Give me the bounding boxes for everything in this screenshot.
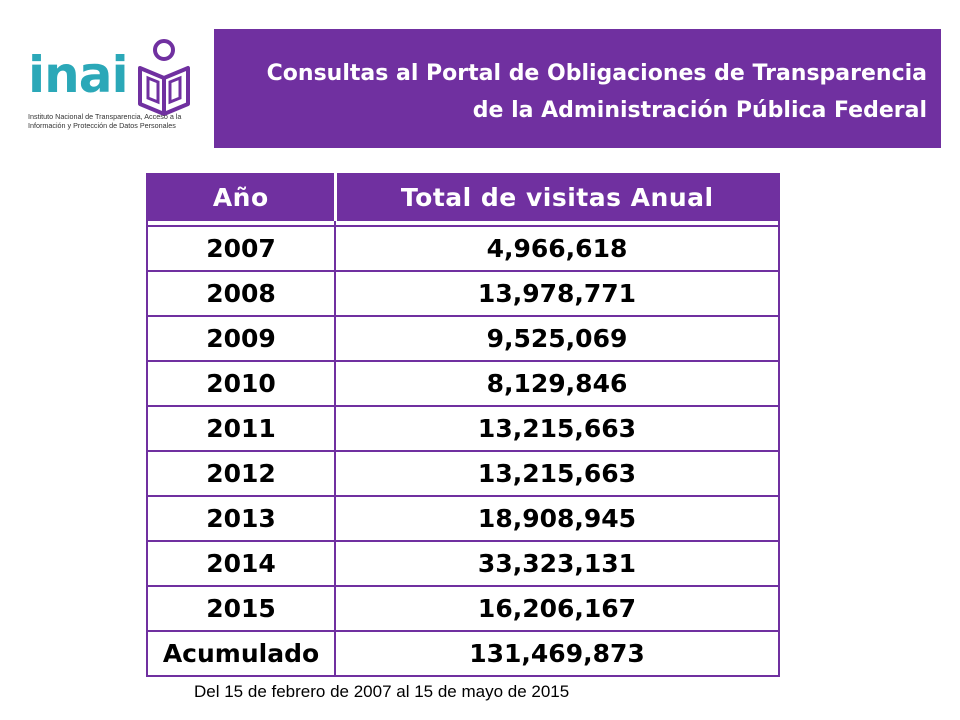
logo-caption-line: Instituto Nacional de Transparencia, Acc… — [28, 112, 182, 121]
table-header-row: Año Total de visitas Anual — [146, 173, 780, 221]
year-cell: 2014 — [146, 540, 336, 587]
table-body: 2007 4,966,618 2008 13,978,771 2009 9,52… — [146, 220, 780, 677]
table-total-row: Acumulado 131,469,873 — [146, 630, 780, 677]
table-row: 2013 18,908,945 — [146, 495, 780, 542]
table-row: 2009 9,525,069 — [146, 315, 780, 362]
page-title-line1: Consultas al Portal de Obligaciones de T… — [266, 61, 927, 86]
date-range-footnote: Del 15 de febrero de 2007 al 15 de mayo … — [194, 682, 570, 701]
visits-cell: 4,966,618 — [334, 225, 780, 272]
inai-logo: inai Instituto Nacional de Transparencia… — [22, 38, 207, 148]
year-cell: 2011 — [146, 405, 336, 452]
visits-cell: 18,908,945 — [334, 495, 780, 542]
book-reader-icon — [138, 39, 190, 116]
table-row: 2011 13,215,663 — [146, 405, 780, 452]
visits-cell: 13,215,663 — [334, 450, 780, 497]
visits-table-container: Año Total de visitas Anual 2007 4,966,61… — [146, 173, 780, 677]
visits-cell: 8,129,846 — [334, 360, 780, 407]
page-title-line2: de la Administración Pública Federal — [472, 98, 927, 123]
table-row: 2007 4,966,618 — [146, 225, 780, 272]
total-label-cell: Acumulado — [146, 630, 336, 677]
year-cell: 2013 — [146, 495, 336, 542]
logo-caption: Instituto Nacional de Transparencia, Acc… — [28, 112, 208, 130]
visits-cell: 13,215,663 — [334, 405, 780, 452]
visits-cell: 9,525,069 — [334, 315, 780, 362]
year-cell: 2009 — [146, 315, 336, 362]
table-row: 2008 13,978,771 — [146, 270, 780, 317]
table-row: 2012 13,215,663 — [146, 450, 780, 497]
year-cell: 2007 — [146, 225, 336, 272]
table-spacer — [146, 220, 780, 226]
logo-wordmark: inai — [28, 46, 129, 104]
table-row: 2015 16,206,167 — [146, 585, 780, 632]
table-row: 2010 8,129,846 — [146, 360, 780, 407]
visits-table: Año Total de visitas Anual 2007 4,966,61… — [146, 173, 780, 677]
logo-caption-line: Información y Protección de Datos Person… — [28, 121, 176, 130]
year-cell: 2015 — [146, 585, 336, 632]
year-cell: 2010 — [146, 360, 336, 407]
year-cell: 2012 — [146, 450, 336, 497]
table-row: 2014 33,323,131 — [146, 540, 780, 587]
total-visits-cell: 131,469,873 — [334, 630, 780, 677]
visits-cell: 33,323,131 — [334, 540, 780, 587]
visits-cell: 16,206,167 — [334, 585, 780, 632]
header-visits: Total de visitas Anual — [334, 173, 780, 221]
year-cell: 2008 — [146, 270, 336, 317]
title-banner: Consultas al Portal de Obligaciones de T… — [214, 29, 941, 148]
visits-cell: 13,978,771 — [334, 270, 780, 317]
header-year: Año — [146, 173, 337, 221]
